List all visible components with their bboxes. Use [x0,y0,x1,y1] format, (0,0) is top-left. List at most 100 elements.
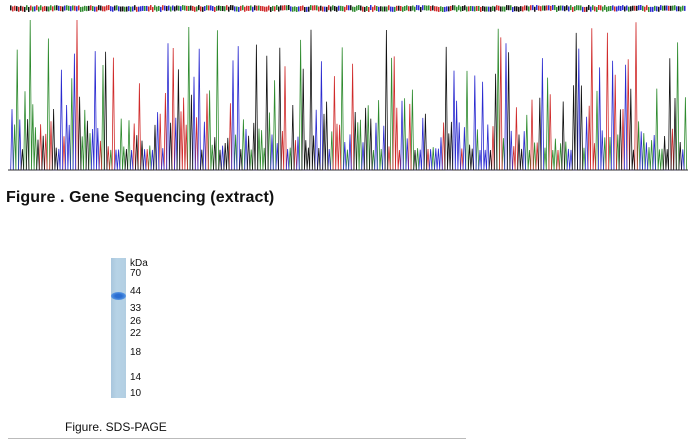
base-call-mark [556,6,558,12]
base-call-mark [656,6,658,12]
base-call-mark [184,5,186,11]
base-call-mark [178,5,180,11]
base-call-mark [678,6,680,12]
base-call-mark [128,6,130,12]
base-call-mark [210,5,212,11]
base-call-mark [246,5,248,11]
base-call-mark [530,5,532,11]
base-call-mark [254,5,256,11]
base-call-mark [164,5,166,11]
base-call-mark [188,5,190,11]
base-call-mark [294,6,296,12]
base-call-mark [646,5,648,11]
base-call-mark [278,6,280,12]
base-call-mark [108,5,110,11]
base-call-mark [92,6,94,12]
base-call-mark [268,5,270,11]
base-call-mark [216,5,218,11]
base-call-mark [102,6,104,12]
base-call-mark [466,6,468,12]
base-call-mark [374,5,376,11]
base-call-mark [222,6,224,12]
base-call-mark [152,6,154,12]
base-call-mark [652,6,654,12]
base-call-mark [624,6,626,12]
base-call-mark [498,5,500,11]
base-call-mark [536,5,538,11]
marker-unit-label: kDa [130,258,148,269]
marker-10: 10 [130,388,142,399]
base-call-mark [614,6,616,12]
base-call-mark [342,6,344,12]
base-call-mark [426,5,428,11]
base-call-mark [244,6,246,12]
base-call-mark [630,6,632,12]
base-call-mark [346,5,348,11]
base-call-mark [118,6,120,12]
base-call-mark [684,5,686,11]
base-call-mark [158,5,160,11]
base-call-mark [302,5,304,11]
base-call-mark [206,5,208,11]
base-call-mark [160,6,162,12]
base-call-mark [106,5,108,11]
base-call-mark [478,5,480,11]
base-call-mark [122,6,124,12]
base-call-mark [574,6,576,12]
base-call-mark [96,6,98,12]
base-call-mark [180,6,182,12]
base-call-mark [94,6,96,12]
base-call-mark [508,5,510,11]
base-call-mark [316,5,318,11]
base-call-mark [572,6,574,12]
base-call-mark [564,6,566,12]
base-call-mark [362,6,364,12]
base-call-mark [274,6,276,12]
base-call-mark [202,6,204,12]
protein-band [111,292,126,300]
base-call-mark [566,5,568,11]
base-call-mark [266,6,268,12]
base-call-mark [32,6,34,12]
base-call-mark [358,5,360,11]
base-call-mark [168,5,170,11]
base-call-mark [526,5,528,11]
base-call-mark [310,5,312,11]
base-call-mark [546,5,548,11]
base-call-mark [648,6,650,12]
base-call-mark [272,5,274,11]
base-call-mark [578,5,580,11]
base-call-mark [226,5,228,11]
base-call-mark [90,5,92,11]
base-call-mark [264,6,266,12]
base-call-mark [380,6,382,12]
base-call-mark [464,5,466,11]
base-call-mark [300,6,302,12]
base-call-mark [326,6,328,12]
base-call-mark [492,5,494,11]
base-call-mark [434,6,436,12]
base-call-mark [626,5,628,11]
base-call-mark [474,6,476,12]
base-call-mark [338,5,340,11]
base-call-mark [488,6,490,12]
base-call-mark [494,6,496,12]
base-call-mark [348,5,350,11]
base-call-mark [196,6,198,12]
base-call-mark [80,6,82,12]
base-call-mark [288,5,290,11]
base-call-mark [100,5,102,11]
base-call-mark [162,5,164,11]
base-call-mark [250,5,252,11]
base-call-mark [496,5,498,11]
base-call-mark [622,5,624,11]
base-call-mark [552,5,554,11]
base-call-mark [242,5,244,11]
base-call-mark [350,5,352,11]
base-call-mark [154,5,156,11]
base-call-mark [64,5,66,11]
divider-line [8,438,466,439]
base-call-mark [54,5,56,11]
base-call-mark [532,5,534,11]
base-call-mark [284,5,286,11]
